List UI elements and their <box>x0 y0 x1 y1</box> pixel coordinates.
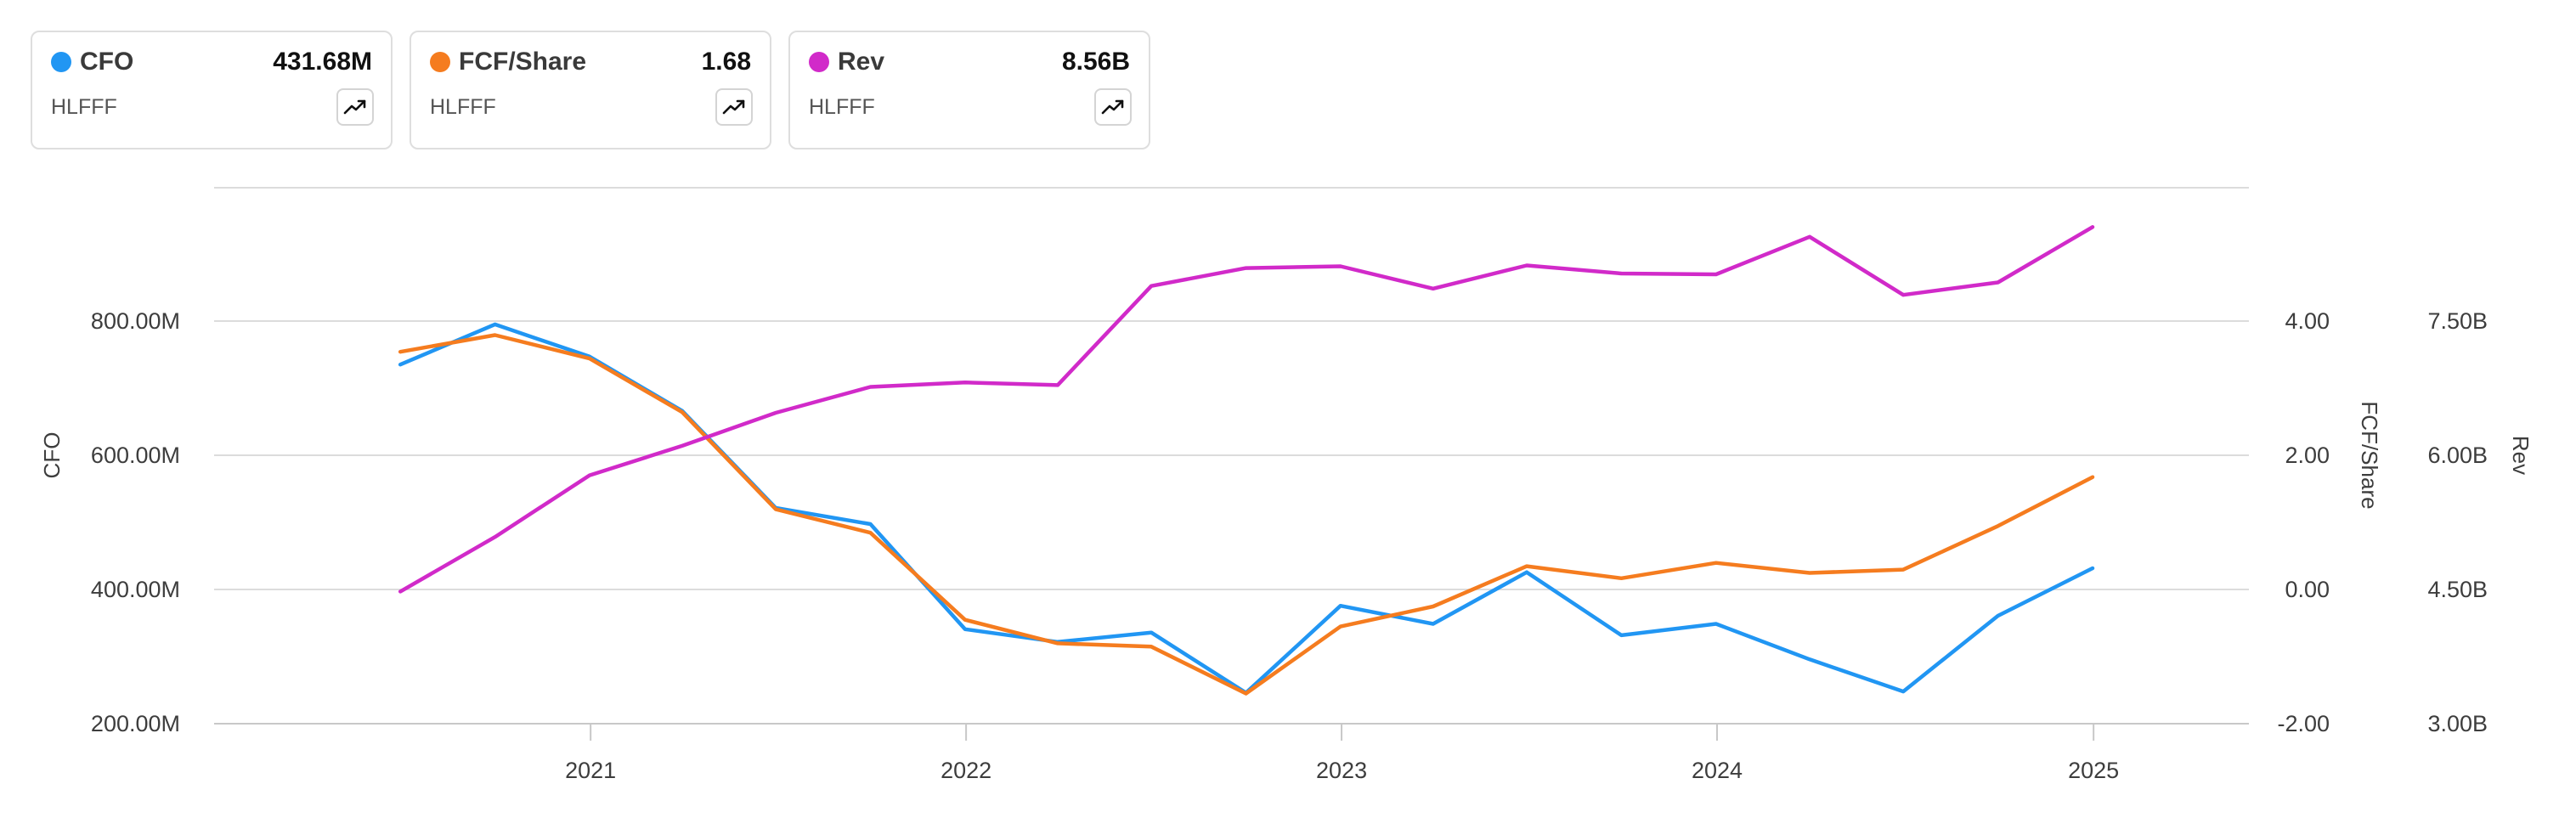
trend-chart-button[interactable] <box>336 88 374 126</box>
legend-card-fcf-share[interactable]: FCF/Share 1.68 HLFFF <box>410 31 771 149</box>
x-tick-label: 2024 <box>1692 758 1743 783</box>
right-axis-rev-tick-label: 6.00B <box>2427 443 2488 468</box>
legend-card-cfo[interactable]: CFO 431.68M HLFFF <box>31 31 393 149</box>
right-axis-fcf-tick-label: -2.00 <box>2277 711 2330 736</box>
metric-value: 431.68M <box>273 48 372 76</box>
ticker-label: HLFFF <box>809 95 875 119</box>
series-line-fcf-share <box>398 333 2095 696</box>
left-axis-title: CFO <box>39 432 65 479</box>
right-axis-fcf-tick-label: 4.00 <box>2285 308 2330 334</box>
series-color-dot <box>430 52 450 72</box>
trending-up-icon <box>722 99 745 115</box>
series-line-rev <box>398 225 2095 594</box>
left-axis-tick-label: 200.00M <box>91 711 180 736</box>
right-axis-fcf-tick-label: 0.00 <box>2285 577 2330 602</box>
trending-up-icon <box>1101 99 1124 115</box>
left-axis-tick-label: 800.00M <box>91 308 180 334</box>
trend-chart-button[interactable] <box>1094 88 1132 126</box>
x-tick-label: 2022 <box>941 758 991 783</box>
trend-chart-button[interactable] <box>715 88 753 126</box>
series-color-dot <box>809 52 829 72</box>
right-axis-rev-title: Rev <box>2508 436 2534 475</box>
trending-up-icon <box>343 99 366 115</box>
right-axis-fcf-title: FCF/Share <box>2357 401 2382 509</box>
left-axis-tick-label: 400.00M <box>91 577 180 602</box>
ticker-label: HLFFF <box>51 95 117 119</box>
right-axis-rev-tick-label: 7.50B <box>2427 308 2488 334</box>
x-tick-label: 2021 <box>565 758 616 783</box>
legend-card-rev[interactable]: Rev 8.56B HLFFF <box>788 31 1150 149</box>
metric-name: FCF/Share <box>459 48 587 76</box>
metric-value: 1.68 <box>701 48 751 76</box>
x-tick-label: 2023 <box>1316 758 1367 783</box>
legend-cards: CFO 431.68M HLFFF FCF/Share 1.68 HLFFF <box>31 31 1150 149</box>
right-axis-rev-tick-label: 3.00B <box>2427 711 2488 736</box>
left-axis-tick-label: 600.00M <box>91 443 180 468</box>
series-color-dot <box>51 52 71 72</box>
ticker-label: HLFFF <box>430 95 496 119</box>
right-axis-fcf-tick-label: 2.00 <box>2285 443 2330 468</box>
metric-name: Rev <box>838 48 885 76</box>
series-line-cfo <box>398 322 2095 695</box>
x-tick-label: 2025 <box>2068 758 2119 783</box>
metric-value: 8.56B <box>1061 48 1130 76</box>
metric-name: CFO <box>80 48 134 76</box>
right-axis-rev-tick-label: 4.50B <box>2427 577 2488 602</box>
